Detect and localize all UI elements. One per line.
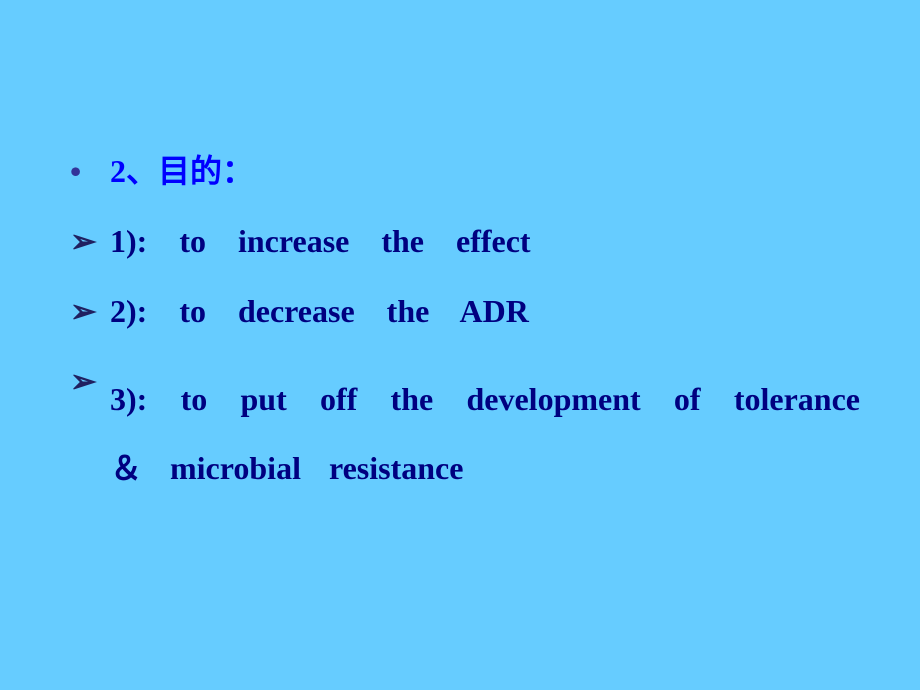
heading-text: 2、目的：: [110, 155, 860, 187]
arrow-bullet-icon: ➢: [70, 365, 110, 397]
list-item: ➢ 1): to increase the effect: [70, 225, 860, 257]
arrow-bullet-icon: ➢: [70, 295, 110, 327]
arrow-bullet-icon: ➢: [70, 225, 110, 257]
item-text: 3): to put off the development of tolera…: [110, 365, 860, 503]
list-item: ➢ 3): to put off the development of tole…: [70, 365, 860, 503]
list-item: ➢ 2): to decrease the ADR: [70, 295, 860, 327]
item-text: 2): to decrease the ADR: [110, 295, 860, 327]
item-text: 1): to increase the effect: [110, 225, 860, 257]
bullet-dot-icon: •: [70, 155, 110, 187]
heading-line: • 2、目的：: [70, 155, 860, 187]
slide: • 2、目的： ➢ 1): to increase the effect ➢ 2…: [0, 0, 920, 690]
